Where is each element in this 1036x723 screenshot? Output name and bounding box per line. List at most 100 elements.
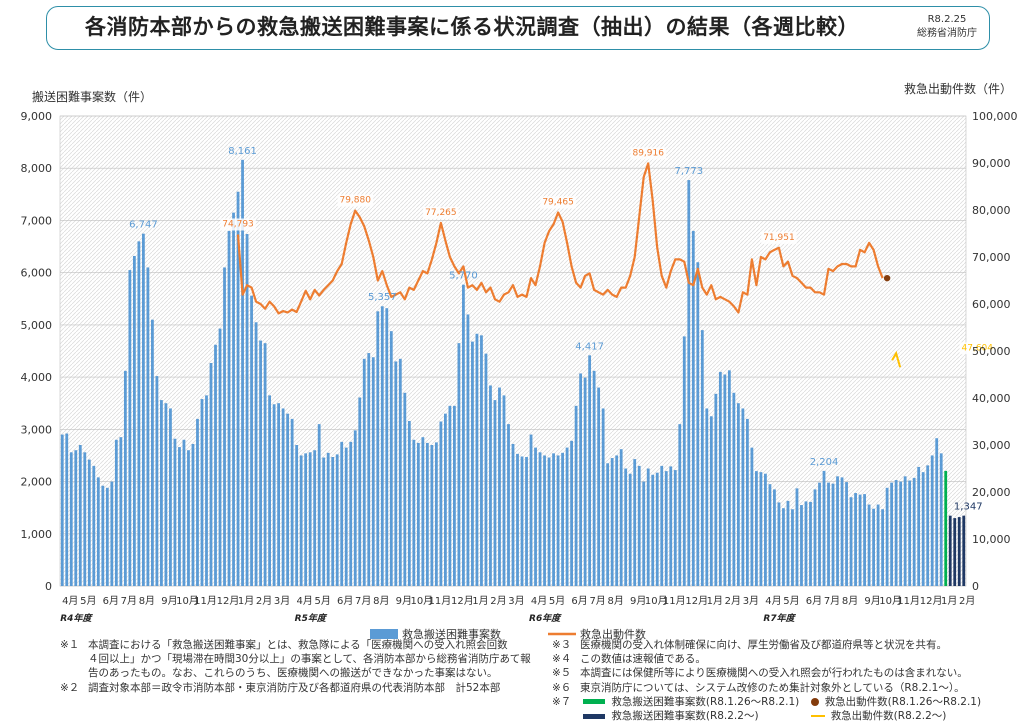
data-bar xyxy=(858,494,862,586)
month-tick-label: 7月 xyxy=(355,595,371,607)
right-tick-label: 80,000 xyxy=(972,204,1011,217)
fiscal-year-label: R5年度 xyxy=(295,613,328,624)
data-bar xyxy=(353,430,357,586)
data-bar xyxy=(65,433,69,586)
note-4: ※４ この数値は速報値である。 xyxy=(552,652,981,666)
line-value-label: 79,465 xyxy=(542,198,574,208)
data-bar xyxy=(574,405,578,586)
data-bar xyxy=(146,267,150,586)
month-tick-label: 8月 xyxy=(607,595,623,607)
data-bar xyxy=(141,233,145,586)
data-bar xyxy=(755,471,758,586)
data-bar xyxy=(696,262,700,586)
month-tick-label: 5月 xyxy=(314,595,330,607)
data-bar xyxy=(272,404,276,586)
data-bar xyxy=(236,191,240,586)
data-bar xyxy=(939,453,943,586)
note-1-cont-b: 告のあったもの。なお、これらのうち、医療機関への搬送ができなかった事案はない。 xyxy=(60,666,531,680)
month-tick-label: 4月 xyxy=(296,595,312,607)
month-tick-label: 5月 xyxy=(783,595,799,607)
line-value-label: 79,880 xyxy=(339,196,371,206)
bar-value-label: 8,161 xyxy=(228,146,257,157)
note-1: ※１ 本調査における「救急搬送困難事案」とは、救急隊による「医療機関への受入れ照会… xyxy=(60,638,531,652)
data-bar xyxy=(191,443,195,586)
right-tick-label: 50,000 xyxy=(972,345,1011,358)
fiscal-year-label: R7年度 xyxy=(763,613,796,624)
month-tick-label: 4月 xyxy=(765,595,781,607)
data-bar xyxy=(507,424,510,586)
data-bar xyxy=(173,438,177,586)
data-bar xyxy=(164,403,168,586)
data-bar xyxy=(340,441,344,586)
data-bar xyxy=(809,501,812,586)
month-tick-label: 8月 xyxy=(842,595,858,607)
data-bar xyxy=(827,482,830,586)
data-bar xyxy=(687,180,691,586)
note-text: 東京消防庁については、システム改修のため集計対象外としている（R8.2.1〜）。 xyxy=(580,681,965,694)
left-tick-label: 7,000 xyxy=(21,214,53,227)
month-tick-label: 12月 xyxy=(685,595,708,607)
data-bar xyxy=(394,361,398,586)
data-bar xyxy=(782,508,785,586)
right-tick-label: 90,000 xyxy=(972,157,1011,170)
right-tick-label: 60,000 xyxy=(972,298,1011,311)
month-tick-label: 2月 xyxy=(725,595,741,607)
month-tick-label: 3月 xyxy=(508,595,524,607)
data-bar xyxy=(543,455,546,586)
bar-value-label: 1,347 xyxy=(954,502,983,513)
month-tick-label: 2月 xyxy=(959,595,975,607)
data-bar xyxy=(425,442,429,586)
month-tick-label: 11月 xyxy=(194,595,217,607)
data-bar xyxy=(119,437,123,586)
label-background xyxy=(630,147,667,160)
legend-bar-label: 救急搬送困難事案数 xyxy=(402,627,501,641)
data-bar xyxy=(290,418,294,586)
left-tick-label: 3,000 xyxy=(21,423,53,436)
month-tick-label: 2月 xyxy=(490,595,506,607)
data-bar xyxy=(552,453,555,586)
data-bar xyxy=(804,501,808,586)
month-tick-label: 7月 xyxy=(824,595,840,607)
data-bar xyxy=(299,455,303,586)
legend-line-label: 救急出動件数 xyxy=(580,627,646,641)
legend7-yellow: 救急出動件数(R8.2.2〜) xyxy=(830,710,947,723)
left-tick-label: 5,000 xyxy=(21,319,53,332)
data-bar xyxy=(908,480,912,586)
data-bar xyxy=(511,443,515,586)
bar-value-label: 5,770 xyxy=(449,271,478,282)
data-bar xyxy=(872,508,875,586)
data-bar xyxy=(700,330,704,586)
month-tick-label: 9月 xyxy=(161,595,177,607)
data-bar xyxy=(813,489,817,586)
data-bar xyxy=(371,357,375,586)
data-bar xyxy=(610,458,614,586)
month-tick-label: 3月 xyxy=(274,595,290,607)
page-title: 各消防本部からの救急搬送困難事案に係る状況調査（抽出）の結果（各週比較） xyxy=(85,15,859,39)
data-bar xyxy=(921,472,925,586)
data-bar xyxy=(619,449,623,586)
dispatch-line xyxy=(236,162,884,315)
data-bar xyxy=(502,395,506,586)
data-bar xyxy=(407,420,411,586)
data-bar xyxy=(498,387,501,586)
data-bar xyxy=(74,450,78,586)
data-bar xyxy=(705,408,709,586)
month-tick-label: 5月 xyxy=(80,595,96,607)
data-bar xyxy=(845,482,848,586)
data-bar xyxy=(439,421,443,586)
left-tick-label: 9,000 xyxy=(21,110,53,123)
yellow-line-swatch xyxy=(810,715,825,718)
data-bar xyxy=(912,477,916,586)
data-bar xyxy=(791,509,794,586)
note-3: ※３ 医療機関の受入れ体制確保に向け、厚生労働省及び都道府県等と状況を共有。 xyxy=(552,638,981,652)
data-bar xyxy=(579,373,583,586)
data-bar xyxy=(520,456,524,586)
month-tick-label: 10月 xyxy=(410,595,433,607)
data-bar xyxy=(660,465,664,586)
data-bar xyxy=(565,447,569,586)
month-tick-label: 6月 xyxy=(571,595,587,607)
data-bar xyxy=(903,476,907,586)
data-bar xyxy=(854,493,857,586)
legend-bar-swatch xyxy=(370,629,398,639)
month-tick-label: 1月 xyxy=(238,595,254,607)
